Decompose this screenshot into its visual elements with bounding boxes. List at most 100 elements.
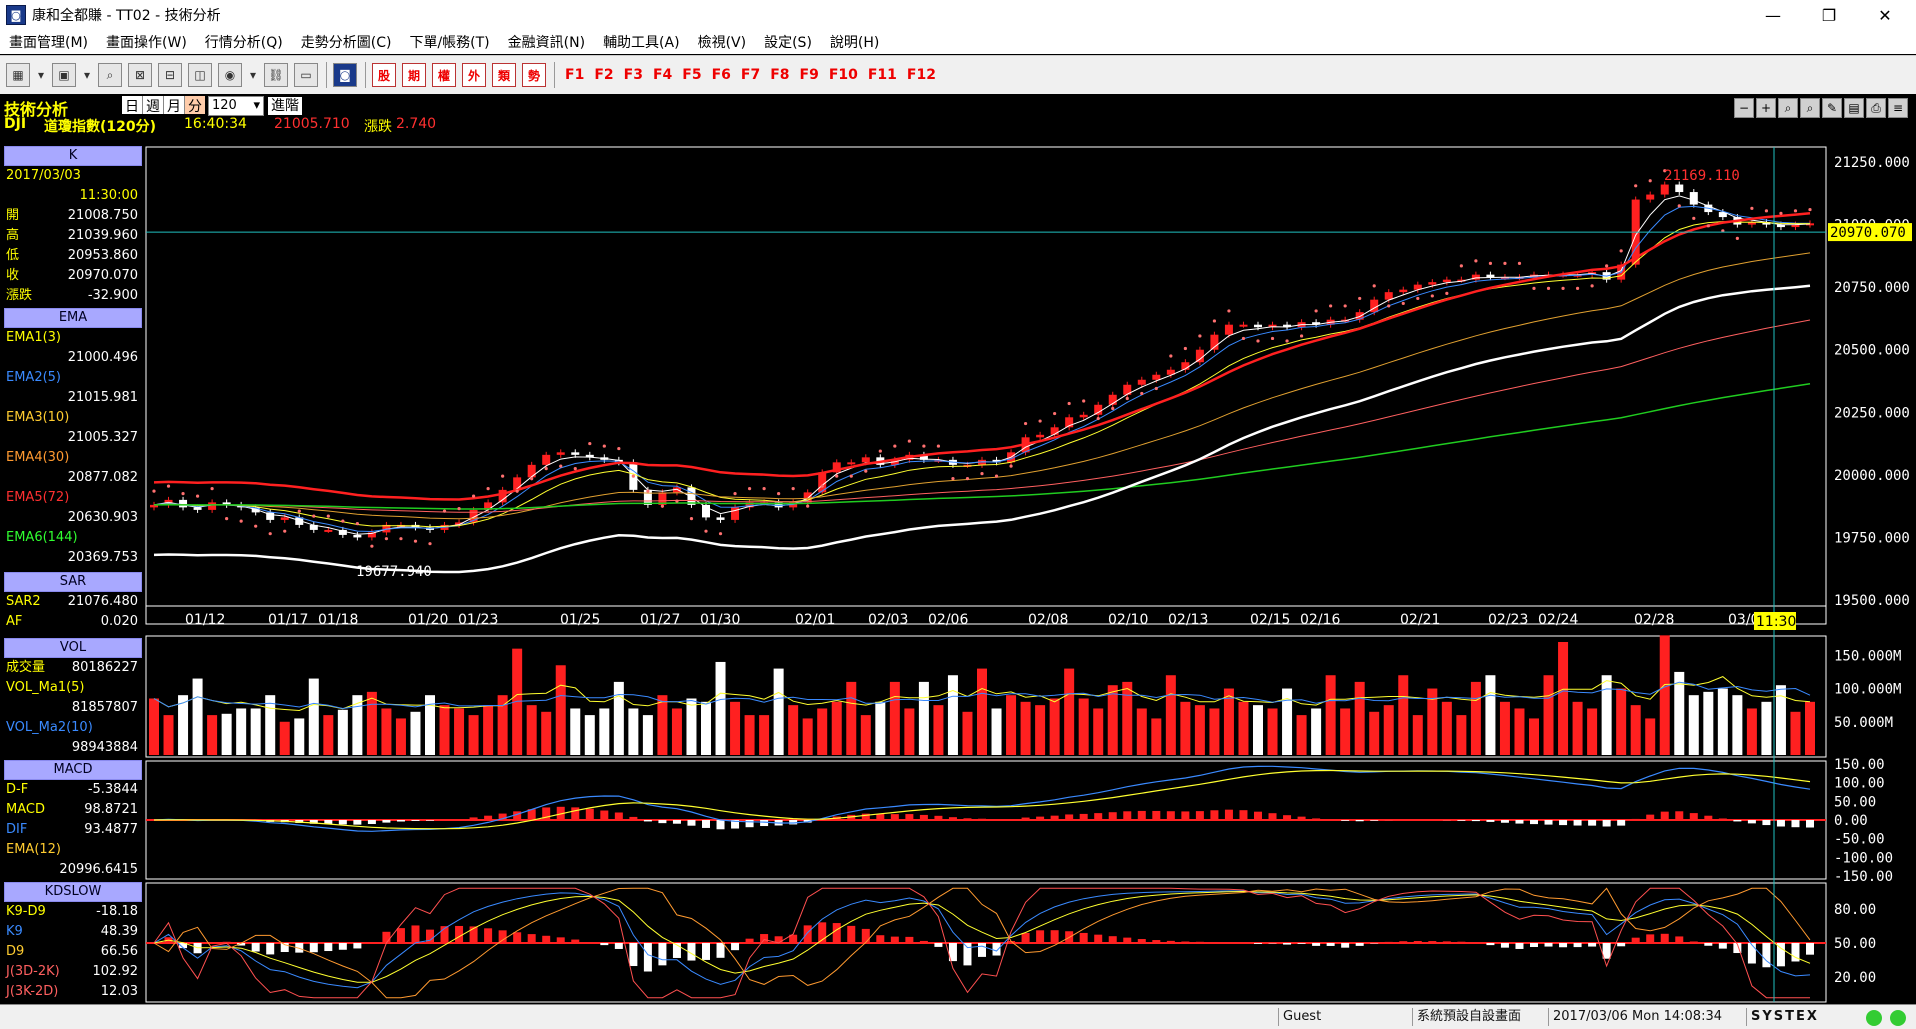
monitor-icon[interactable]: ▣ [52, 63, 76, 87]
date-tick-label: 02/08 [1028, 612, 1068, 628]
candle-body [150, 505, 158, 508]
f10-button[interactable]: F10 [829, 67, 858, 83]
candle-body [1356, 312, 1364, 320]
minimize-icon[interactable]: — [1750, 0, 1796, 30]
kd-hist-bar [179, 943, 187, 948]
f6-button[interactable]: F6 [712, 67, 731, 83]
dropdown-arrow-icon[interactable]: ▾ [248, 64, 258, 86]
menu-screen-manage[interactable]: 畫面管理(M) [0, 32, 97, 52]
minute-select[interactable]: 120 ▾ [208, 96, 264, 116]
price-tick-label: 20750.000 [1834, 280, 1910, 296]
f7-button[interactable]: F7 [741, 67, 760, 83]
menu-help[interactable]: 說明(H) [821, 32, 888, 52]
foreign-button[interactable]: 外 [462, 63, 486, 87]
magnifier-icon[interactable]: ⌕ [98, 63, 122, 87]
kd-hist-bar [1791, 943, 1799, 961]
macd-hist-bar [1777, 820, 1785, 827]
grid-icon[interactable]: ▦ [6, 63, 30, 87]
stock-button[interactable]: 股 [372, 63, 396, 87]
category-button[interactable]: 類 [492, 63, 516, 87]
ema4-value: 20877.082 [68, 468, 138, 488]
logo-icon[interactable]: ◙ [333, 63, 357, 87]
tile-icon[interactable]: ⊟ [158, 63, 182, 87]
menu-view[interactable]: 檢視(V) [689, 32, 756, 52]
f8-button[interactable]: F8 [770, 67, 789, 83]
globe-icon[interactable]: ◉ [218, 63, 242, 87]
f3-button[interactable]: F3 [624, 67, 643, 83]
maximize-icon[interactable]: ❐ [1806, 0, 1852, 30]
macd-hist-bar [1109, 812, 1117, 820]
menu-settings[interactable]: 設定(S) [755, 32, 821, 52]
sar-dot [893, 444, 896, 447]
trend-button[interactable]: 勢 [522, 63, 546, 87]
period-day-button[interactable]: 日 [122, 96, 143, 114]
search-icon[interactable]: ⌕ [1778, 98, 1798, 118]
close-icon[interactable]: ✕ [1862, 0, 1908, 30]
sar-dot [181, 492, 184, 495]
magnify-icon[interactable]: ⌕ [1800, 98, 1820, 118]
close-window-icon[interactable]: ⊠ [128, 63, 152, 87]
menu-order-account[interactable]: 下單/帳務(T) [400, 32, 498, 52]
status-datetime: 2017/03/06 Mon 14:08:34 [1548, 1008, 1749, 1026]
candle-body [266, 512, 274, 520]
sar-dot [211, 487, 214, 490]
pen-icon[interactable]: ✎ [1822, 98, 1842, 118]
candle-body [455, 522, 463, 525]
candle-body [295, 517, 303, 525]
volume-bar [178, 695, 188, 755]
panel-frame [146, 883, 1826, 1002]
period-week-button[interactable]: 週 [143, 96, 164, 114]
f9-button[interactable]: F9 [800, 67, 819, 83]
dropdown-arrow-icon[interactable]: ▾ [82, 64, 92, 86]
kd-hist-bar [1167, 941, 1175, 943]
volume-tick-label: 50.000M [1834, 715, 1893, 731]
candle-body [1094, 405, 1102, 415]
kd-hist-bar [1051, 930, 1059, 943]
window-icon[interactable]: ▭ [294, 63, 318, 87]
f2-button[interactable]: F2 [594, 67, 613, 83]
f5-button[interactable]: F5 [682, 67, 701, 83]
volume-bar [1195, 705, 1205, 755]
split-icon[interactable]: ◫ [188, 63, 212, 87]
f11-button[interactable]: F11 [868, 67, 897, 83]
advanced-button[interactable]: 進階 [268, 97, 302, 115]
menu-financial-info[interactable]: 金融資訊(N) [499, 32, 594, 52]
print-icon[interactable]: ⎙ [1866, 98, 1886, 118]
candle-body [1661, 185, 1669, 195]
menu-screen-ops[interactable]: 畫面操作(W) [97, 32, 196, 52]
menu-tools[interactable]: 輔助工具(A) [594, 32, 689, 52]
candle-body [1152, 375, 1160, 380]
dropdown-arrow-icon[interactable]: ▾ [36, 64, 46, 86]
futures-button[interactable]: 期 [402, 63, 426, 87]
f1-button[interactable]: F1 [565, 67, 584, 83]
menu-trend-chart[interactable]: 走勢分析圖(C) [292, 32, 401, 52]
candle-body [1109, 395, 1117, 405]
f12-button[interactable]: F12 [907, 67, 936, 83]
menu-quote-analysis[interactable]: 行情分析(Q) [196, 32, 292, 52]
volume-bar [1616, 689, 1626, 755]
ema1-label: EMA1(3) [6, 328, 61, 348]
zoom-out-icon[interactable]: − [1734, 98, 1754, 118]
volume-bar [701, 702, 711, 755]
status-layout[interactable]: 系統預設自設畫面 [1412, 1008, 1549, 1026]
kd-hist-bar [324, 943, 332, 951]
period-month-button[interactable]: 月 [164, 96, 185, 114]
volume-bar [1602, 675, 1612, 755]
candle-body [993, 460, 1001, 463]
kd-hist-bar [252, 943, 260, 952]
zoom-in-icon[interactable]: + [1756, 98, 1776, 118]
kd-hist-bar [1022, 933, 1030, 943]
period-minute-button[interactable]: 分 [185, 96, 205, 114]
macd-tick-label: 100.00 [1834, 776, 1885, 792]
save-icon[interactable]: ▤ [1844, 98, 1864, 118]
link-icon[interactable]: ⛓ [264, 63, 288, 87]
menu-icon[interactable]: ≡ [1888, 98, 1908, 118]
f4-button[interactable]: F4 [653, 67, 672, 83]
chart-area[interactable]: 21250.00021000.00020750.00020500.0002025… [0, 0, 1916, 1004]
d9-value: 66.56 [101, 942, 138, 962]
kd-hist-bar [1138, 939, 1146, 943]
options-button[interactable]: 權 [432, 63, 456, 87]
kd-hist-bar [223, 942, 231, 943]
sar-dot [312, 515, 315, 518]
